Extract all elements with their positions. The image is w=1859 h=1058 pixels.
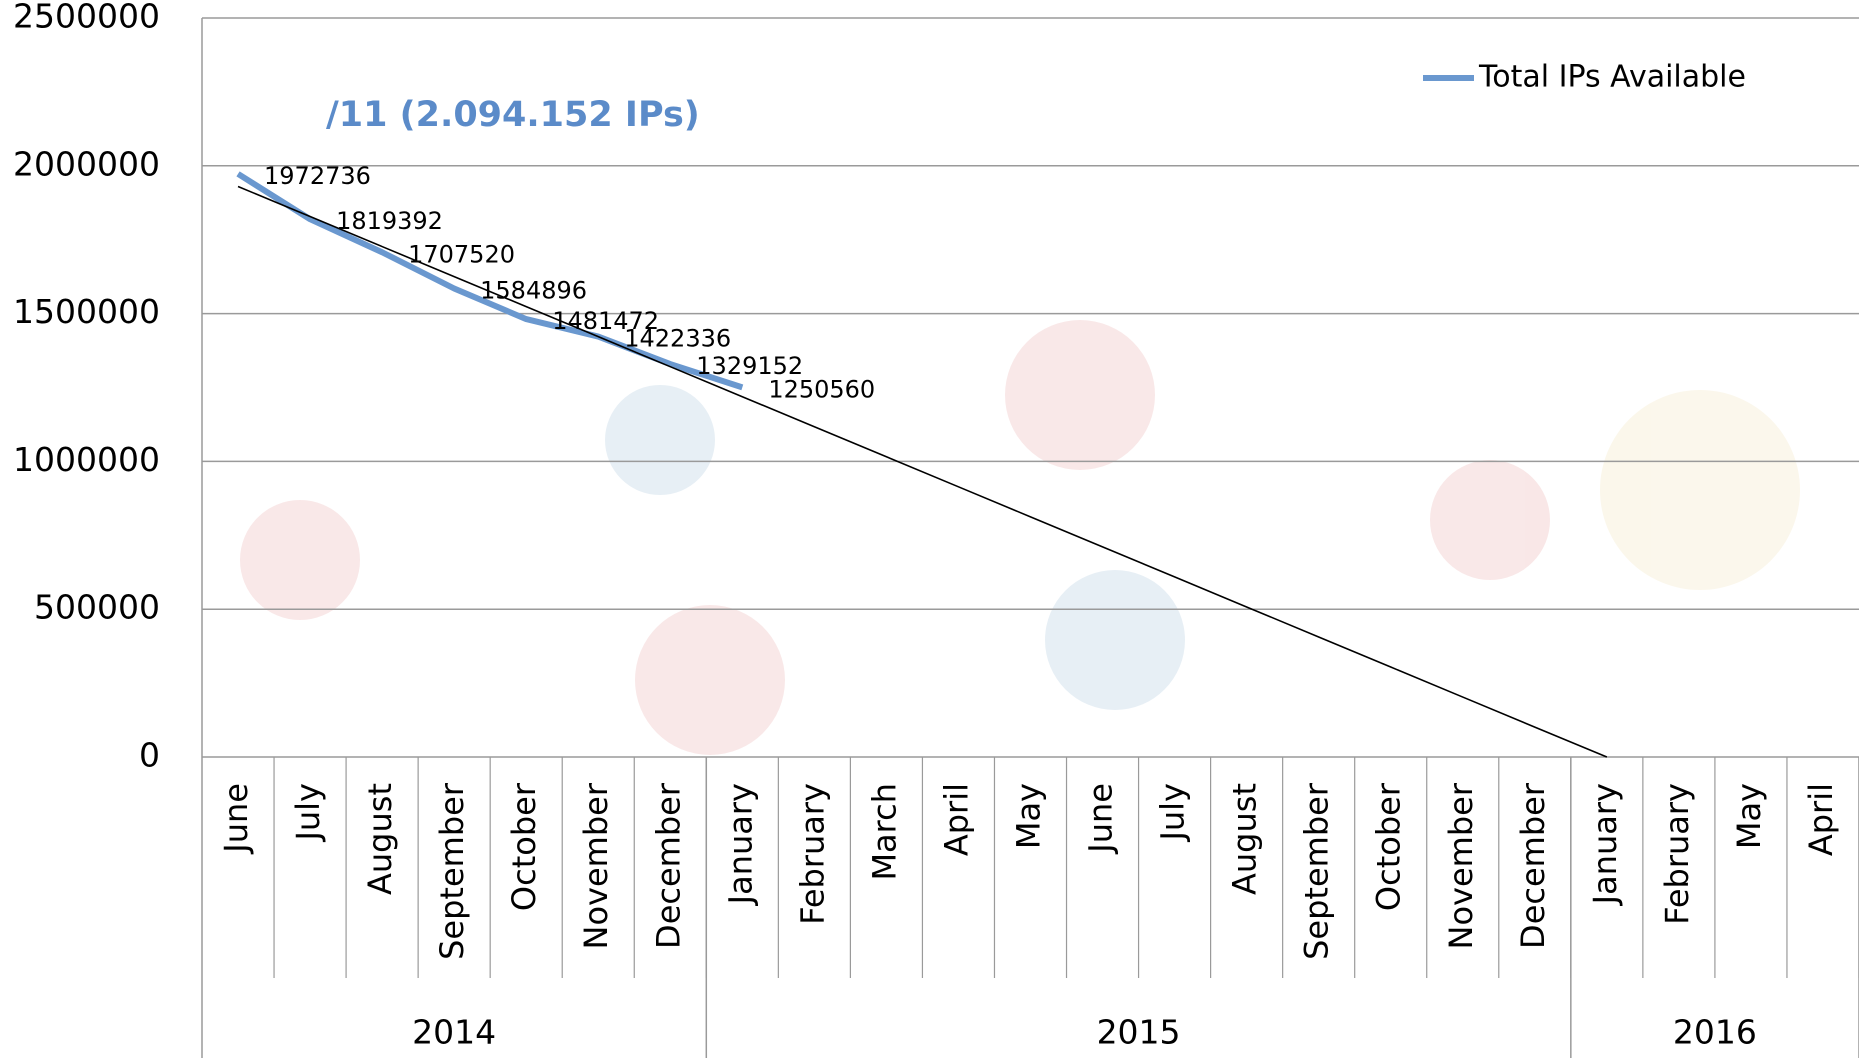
x-tick-label: May xyxy=(1010,783,1048,849)
y-tick-label: 1000000 xyxy=(13,440,160,479)
data-label: 1972736 xyxy=(264,162,371,190)
x-tick-label: July xyxy=(289,783,327,843)
x-tick-label: April xyxy=(1802,783,1840,856)
x-tick-label: June xyxy=(1082,783,1120,855)
y-tick-label: 1500000 xyxy=(13,292,160,331)
data-label: 1250560 xyxy=(768,375,875,403)
x-tick-label: May xyxy=(1730,783,1768,849)
data-label: 1819392 xyxy=(336,207,443,235)
x-tick-label: October xyxy=(505,782,543,911)
y-tick-label: 500000 xyxy=(34,588,160,627)
x-tick-label: December xyxy=(649,782,687,949)
data-label: 1707520 xyxy=(408,240,515,268)
x-tick-label: December xyxy=(1514,782,1552,949)
group-label: 2016 xyxy=(1673,1013,1757,1052)
background-decoration xyxy=(240,320,1800,755)
y-tick-label: 2500000 xyxy=(13,0,160,36)
x-tick-label: January xyxy=(721,783,759,906)
annotation: /11 (2.094.152 IPs) xyxy=(326,95,700,135)
x-tick-label: November xyxy=(577,782,615,949)
y-tick-label: 0 xyxy=(139,736,160,775)
x-tick-label: November xyxy=(1442,782,1480,949)
x-tick-label: March xyxy=(865,783,903,881)
x-tick-label: January xyxy=(1586,783,1624,906)
x-tick-label: August xyxy=(361,783,399,895)
x-tick-label: August xyxy=(1226,783,1264,895)
data-label: 1584896 xyxy=(480,277,587,305)
chart: /11 (2.094.152 IPs) 0 500000 1000000 150000… xyxy=(0,0,1859,1058)
x-tick-label: June xyxy=(217,783,255,855)
x-tick-label: February xyxy=(793,783,831,925)
x-tick-label: September xyxy=(433,782,471,960)
group-label: 2015 xyxy=(1097,1013,1181,1052)
y-tick-label: 2000000 xyxy=(13,144,160,183)
data-label: 1422336 xyxy=(624,325,731,353)
group-label: 2014 xyxy=(412,1013,496,1052)
x-tick-label: February xyxy=(1658,783,1696,925)
trendline xyxy=(238,186,1607,757)
x-tick-label: October xyxy=(1370,782,1408,911)
legend-label: Total IPs Available xyxy=(1478,60,1746,95)
x-tick-label: September xyxy=(1298,782,1336,960)
x-tick-label: April xyxy=(937,783,975,856)
x-tick-label: July xyxy=(1154,783,1192,843)
